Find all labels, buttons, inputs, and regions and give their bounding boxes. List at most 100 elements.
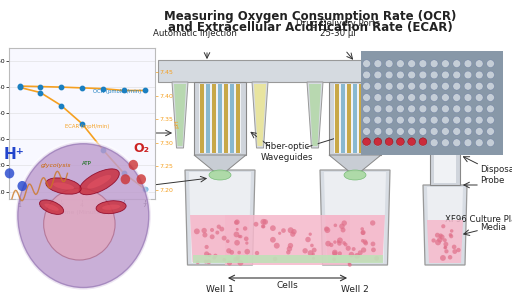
Ellipse shape <box>464 139 472 146</box>
Circle shape <box>234 220 239 225</box>
Text: Cells: Cells <box>276 281 298 290</box>
Polygon shape <box>172 82 188 148</box>
Ellipse shape <box>396 127 404 135</box>
Circle shape <box>437 237 443 243</box>
Ellipse shape <box>486 60 495 68</box>
Circle shape <box>261 219 266 225</box>
Circle shape <box>342 220 347 226</box>
Point <box>141 187 149 191</box>
Circle shape <box>201 228 207 233</box>
Circle shape <box>352 247 356 251</box>
Circle shape <box>312 257 315 260</box>
Circle shape <box>226 248 231 253</box>
Ellipse shape <box>396 116 404 124</box>
Ellipse shape <box>374 138 382 146</box>
Circle shape <box>214 254 218 258</box>
Circle shape <box>245 241 248 245</box>
Text: Disposable
Probe: Disposable Probe <box>480 165 512 185</box>
Circle shape <box>312 252 315 256</box>
Bar <box>236 84 240 153</box>
Circle shape <box>444 249 449 253</box>
Circle shape <box>5 168 14 178</box>
Ellipse shape <box>430 105 438 113</box>
Circle shape <box>243 226 247 231</box>
Ellipse shape <box>419 105 427 113</box>
Circle shape <box>244 236 248 241</box>
Polygon shape <box>194 155 246 173</box>
Polygon shape <box>309 84 321 146</box>
Ellipse shape <box>396 94 404 101</box>
Ellipse shape <box>453 94 461 101</box>
Ellipse shape <box>419 116 427 124</box>
Ellipse shape <box>419 60 427 68</box>
Ellipse shape <box>430 139 438 146</box>
Bar <box>359 84 363 153</box>
Circle shape <box>450 229 454 233</box>
Bar <box>341 84 345 153</box>
Circle shape <box>137 174 146 184</box>
Ellipse shape <box>374 116 382 124</box>
Ellipse shape <box>486 139 495 146</box>
Circle shape <box>325 227 330 233</box>
Circle shape <box>270 237 276 243</box>
Circle shape <box>222 258 226 262</box>
Circle shape <box>364 241 368 246</box>
Circle shape <box>278 232 281 235</box>
Circle shape <box>226 239 229 243</box>
Ellipse shape <box>475 94 483 101</box>
Ellipse shape <box>464 82 472 90</box>
Circle shape <box>333 223 337 227</box>
Point <box>15 85 24 90</box>
Circle shape <box>312 248 316 252</box>
Polygon shape <box>427 220 463 263</box>
Circle shape <box>234 219 240 225</box>
Circle shape <box>196 260 200 264</box>
Ellipse shape <box>408 127 416 135</box>
Circle shape <box>233 232 239 237</box>
Ellipse shape <box>408 138 416 146</box>
Circle shape <box>358 250 362 255</box>
Ellipse shape <box>408 71 416 79</box>
Ellipse shape <box>475 127 483 135</box>
Ellipse shape <box>419 138 427 146</box>
Circle shape <box>206 259 211 264</box>
Ellipse shape <box>475 139 483 146</box>
Point <box>99 147 107 152</box>
Ellipse shape <box>486 116 495 124</box>
Circle shape <box>219 227 224 232</box>
Text: Fluorescent
Sensors: Fluorescent Sensors <box>102 180 152 200</box>
Circle shape <box>332 251 337 256</box>
Circle shape <box>233 257 238 262</box>
Ellipse shape <box>441 94 450 101</box>
Ellipse shape <box>464 127 472 135</box>
Circle shape <box>216 230 219 235</box>
Ellipse shape <box>464 94 472 101</box>
Circle shape <box>444 246 447 249</box>
Circle shape <box>222 236 227 241</box>
Circle shape <box>449 234 453 238</box>
Circle shape <box>370 220 375 226</box>
Circle shape <box>288 227 294 233</box>
Ellipse shape <box>453 82 461 90</box>
Circle shape <box>288 243 293 248</box>
Ellipse shape <box>374 60 382 68</box>
Circle shape <box>339 223 345 229</box>
Ellipse shape <box>362 94 371 101</box>
Polygon shape <box>430 82 460 185</box>
Polygon shape <box>427 187 463 263</box>
Circle shape <box>441 224 445 228</box>
Circle shape <box>202 233 207 237</box>
Ellipse shape <box>475 71 483 79</box>
Polygon shape <box>434 84 456 183</box>
Ellipse shape <box>486 71 495 79</box>
Polygon shape <box>194 82 246 155</box>
Circle shape <box>337 241 342 246</box>
Bar <box>335 84 339 153</box>
Circle shape <box>361 231 365 235</box>
Ellipse shape <box>362 138 371 146</box>
Ellipse shape <box>453 105 461 113</box>
Circle shape <box>349 252 354 257</box>
Circle shape <box>360 227 364 231</box>
Bar <box>206 84 210 153</box>
Ellipse shape <box>396 138 404 146</box>
